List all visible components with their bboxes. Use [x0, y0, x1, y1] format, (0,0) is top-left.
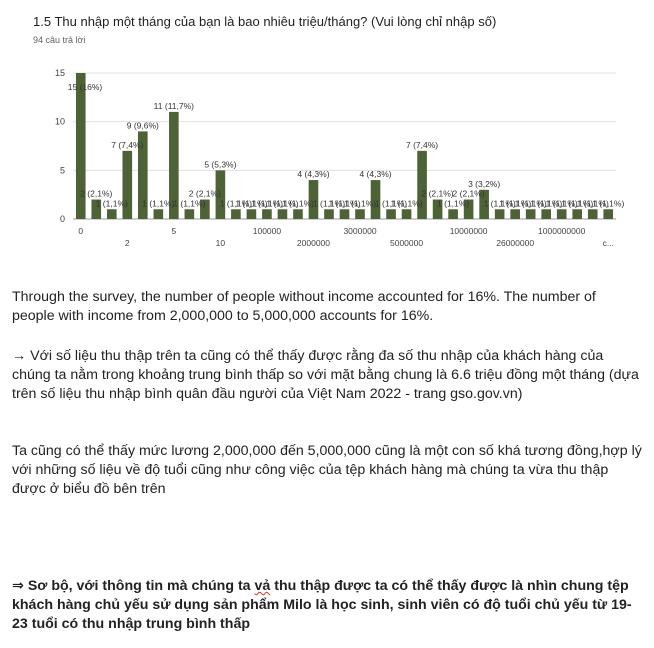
data-label-9: 5 (5,3%)	[204, 159, 236, 169]
data-label-34: 1 (1,1%)	[592, 198, 624, 208]
data-label-28: 1 (1,1%)	[499, 198, 531, 208]
x-tick-label: 2000000	[297, 238, 330, 248]
bar-17	[339, 209, 350, 219]
data-label-24: 1 (1,1%)	[437, 198, 469, 208]
bar-30	[541, 209, 551, 219]
response-count: 94 câu trả lời	[33, 35, 86, 45]
bar-18	[355, 209, 365, 219]
x-tick-label: 0	[78, 226, 83, 236]
data-label-12: 1 (1,1%)	[251, 198, 283, 208]
bar-34	[603, 209, 614, 219]
data-label-4: 9 (9,6%)	[127, 120, 159, 130]
x-tick-label: 5000000	[390, 238, 423, 248]
data-label-11: 1 (1,1%)	[235, 198, 267, 208]
data-label-13: 1 (1,1%)	[266, 198, 298, 208]
y-tick-label-15: 15	[55, 68, 65, 78]
data-label-26: 3 (3,2%)	[468, 179, 500, 189]
data-label-8: 2 (2,1%)	[189, 189, 221, 199]
data-label-22: 7 (7,4%)	[406, 140, 438, 150]
bar-20	[386, 209, 396, 219]
bar-7	[184, 209, 195, 219]
spelling-error-word: vả	[254, 578, 271, 594]
data-label-7: 1 (1,1%)	[173, 198, 205, 208]
bar-6	[169, 111, 179, 219]
paragraph-conclusion: ⇒ Sơ bộ, với thông tin mà chúng ta vả th…	[12, 577, 642, 634]
x-tick-label: 10	[216, 238, 226, 248]
paragraph-income-analysis: → Với số liệu thu thập trên ta cũng có t…	[12, 348, 639, 402]
x-tick-label: 3000000	[343, 226, 376, 236]
bar-27	[494, 209, 505, 219]
x-tick-label: 26000000	[496, 238, 534, 248]
bar-4	[138, 131, 148, 219]
bar-0	[75, 73, 86, 219]
data-label-0: 15 (16%)	[68, 82, 103, 92]
bar-11	[246, 209, 257, 219]
bar-10	[231, 209, 241, 219]
chart-title: 1.5 Thu nhập một tháng của bạn là bao nh…	[33, 14, 497, 29]
y-tick-label-10: 10	[55, 117, 65, 127]
bar-22	[417, 150, 427, 219]
data-label-3: 7 (7,4%)	[111, 140, 143, 150]
bar-8	[200, 199, 210, 219]
data-label-5: 1 (1,1%)	[142, 198, 174, 208]
bar-3	[122, 150, 133, 219]
data-label-21: 1 (1,1%)	[390, 198, 422, 208]
bar-26	[479, 189, 489, 219]
y-tick-label-5: 5	[60, 165, 65, 175]
bar-12	[262, 209, 272, 219]
data-label-17: 1 (1,1%)	[328, 198, 360, 208]
bar-25	[463, 199, 474, 219]
bar-32	[572, 209, 583, 219]
bar-13	[277, 209, 288, 219]
data-label-6: 11 (11,7%)	[154, 101, 194, 111]
x-tick-label: 5	[171, 226, 176, 236]
data-label-23: 2 (2,1%)	[422, 189, 454, 199]
bar-19	[370, 180, 381, 219]
data-label-10: 1 (1,1%)	[220, 198, 252, 208]
data-label-15: 4 (4,3%)	[297, 169, 329, 179]
bar-1	[91, 199, 102, 219]
x-tick-label: 1000000000	[538, 226, 586, 236]
data-label-18: 1 (1,1%)	[344, 198, 376, 208]
data-label-1: 2 (2,1%)	[80, 189, 112, 199]
paragraph-salary-comparison: Ta cũng có thể thấy mức lương 2,000,000 …	[12, 443, 642, 497]
conclusion-part-2: thu thập được ta có thể thấy được là nhì…	[12, 578, 632, 632]
bar-31	[556, 209, 567, 219]
bar-5	[153, 209, 164, 219]
x-tick-label: 2	[125, 238, 130, 248]
data-label-25: 2 (2,1%)	[453, 189, 485, 199]
x-tick-label: 100000	[253, 226, 282, 236]
bar-24	[448, 209, 458, 219]
y-tick-label-0: 0	[60, 214, 65, 224]
data-label-30: 1 (1,1%)	[530, 198, 562, 208]
bar-15	[308, 180, 319, 219]
data-label-2: 1 (1,1%)	[96, 198, 128, 208]
bar-29	[525, 209, 536, 219]
data-label-16: 1 (1,1%)	[313, 198, 345, 208]
bar-28	[510, 209, 520, 219]
data-label-31: 1 (1,1%)	[546, 198, 578, 208]
conclusion-part-1: ⇒ Sơ bộ, với thông tin mà chúng ta	[12, 578, 255, 594]
bar-23	[432, 199, 443, 219]
x-tick-label: c...	[603, 238, 614, 248]
bar-16	[324, 209, 334, 219]
data-label-14: 1 (1,1%)	[282, 198, 314, 208]
data-label-33: 1 (1,1%)	[577, 198, 609, 208]
x-tick-label: 10000000	[450, 226, 488, 236]
data-label-27: 1 (1,1%)	[484, 198, 516, 208]
bar-9	[215, 170, 226, 219]
data-label-29: 1 (1,1%)	[515, 198, 547, 208]
data-label-19: 4 (4,3%)	[359, 169, 391, 179]
data-label-32: 1 (1,1%)	[561, 198, 593, 208]
bar-2	[106, 209, 117, 219]
bar-21	[401, 209, 412, 219]
paragraph-survey-summary: Through the survey, the number of people…	[12, 289, 596, 324]
bar-33	[587, 209, 598, 219]
data-label-20: 1 (1,1%)	[375, 198, 407, 208]
bar-14	[293, 209, 303, 219]
